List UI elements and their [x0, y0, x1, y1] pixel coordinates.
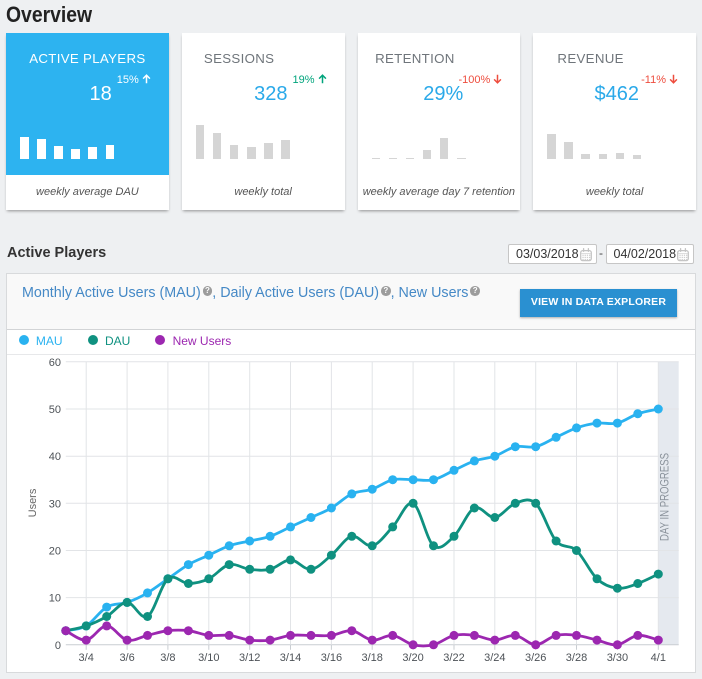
svg-text:3/14: 3/14: [280, 652, 301, 664]
svg-text:3/30: 3/30: [607, 652, 628, 664]
svg-text:20: 20: [49, 546, 61, 558]
svg-text:3/24: 3/24: [484, 652, 505, 664]
svg-text:10: 10: [49, 593, 61, 605]
svg-text:3/18: 3/18: [361, 652, 382, 664]
svg-text:3/20: 3/20: [402, 652, 423, 664]
svg-text:30: 30: [49, 498, 61, 510]
svg-text:3/28: 3/28: [566, 652, 587, 664]
svg-text:Users: Users: [27, 488, 39, 517]
svg-text:0: 0: [55, 640, 61, 652]
svg-text:3/10: 3/10: [198, 652, 219, 664]
svg-text:4/1: 4/1: [651, 652, 666, 664]
svg-text:3/8: 3/8: [160, 652, 175, 664]
svg-text:3/6: 3/6: [119, 652, 134, 664]
svg-text:DAY IN PROGRESS: DAY IN PROGRESS: [660, 453, 672, 541]
svg-text:3/12: 3/12: [239, 652, 260, 664]
svg-text:60: 60: [49, 357, 61, 369]
svg-text:50: 50: [49, 404, 61, 416]
svg-text:3/22: 3/22: [443, 652, 464, 664]
svg-text:3/4: 3/4: [79, 652, 94, 664]
svg-text:3/16: 3/16: [321, 652, 342, 664]
svg-text:40: 40: [49, 451, 61, 463]
svg-text:3/26: 3/26: [525, 652, 546, 664]
